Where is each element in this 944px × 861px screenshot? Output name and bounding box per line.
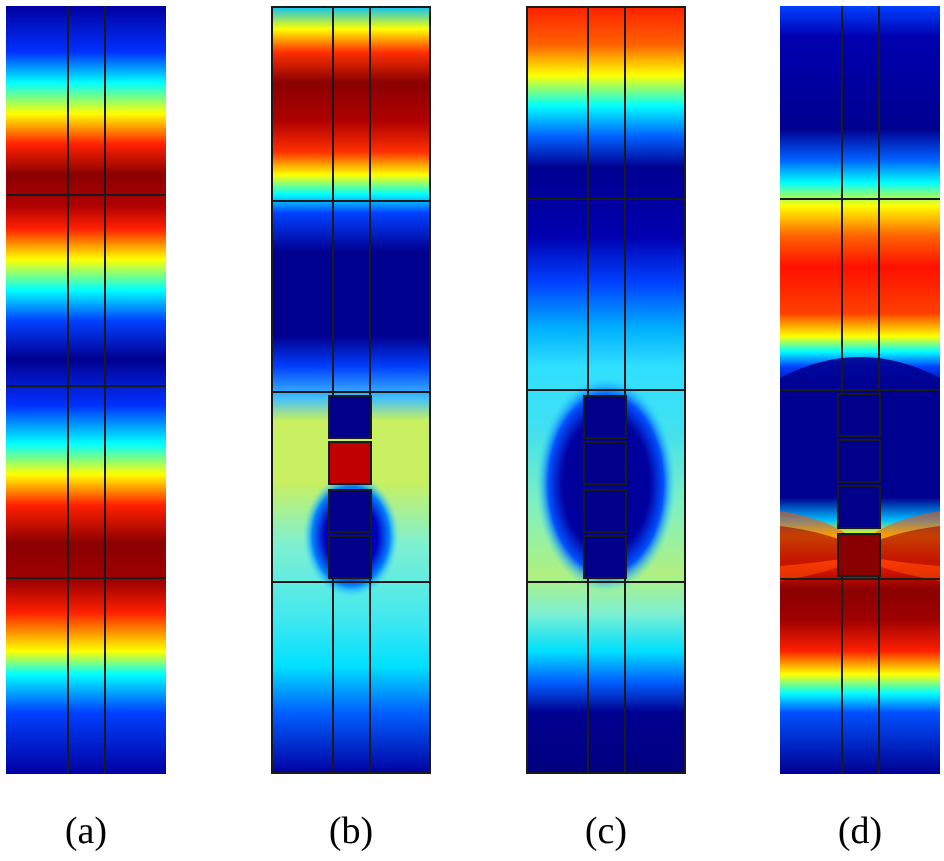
caption-c: (c) (584, 810, 628, 852)
mesh-lines-d (780, 6, 940, 774)
inclusion-blocks-c (583, 395, 627, 579)
mesh-lines-a (6, 6, 166, 774)
caption-a: (a) (64, 810, 108, 852)
field-map-a (6, 6, 166, 774)
inclusion-blocks-b (328, 395, 372, 579)
caption-d: (d) (837, 810, 883, 852)
field-map-d (780, 6, 940, 774)
mesh-lines-c (526, 6, 686, 774)
inclusion-blocks-d (837, 393, 881, 577)
caption-b: (b) (328, 810, 374, 852)
field-map-b (271, 6, 431, 774)
mesh-lines-b (271, 6, 431, 774)
panel-b (271, 6, 431, 774)
panel-c (526, 6, 686, 774)
panel-a (6, 6, 166, 774)
panel-d (780, 6, 940, 774)
field-map-c (526, 6, 686, 774)
